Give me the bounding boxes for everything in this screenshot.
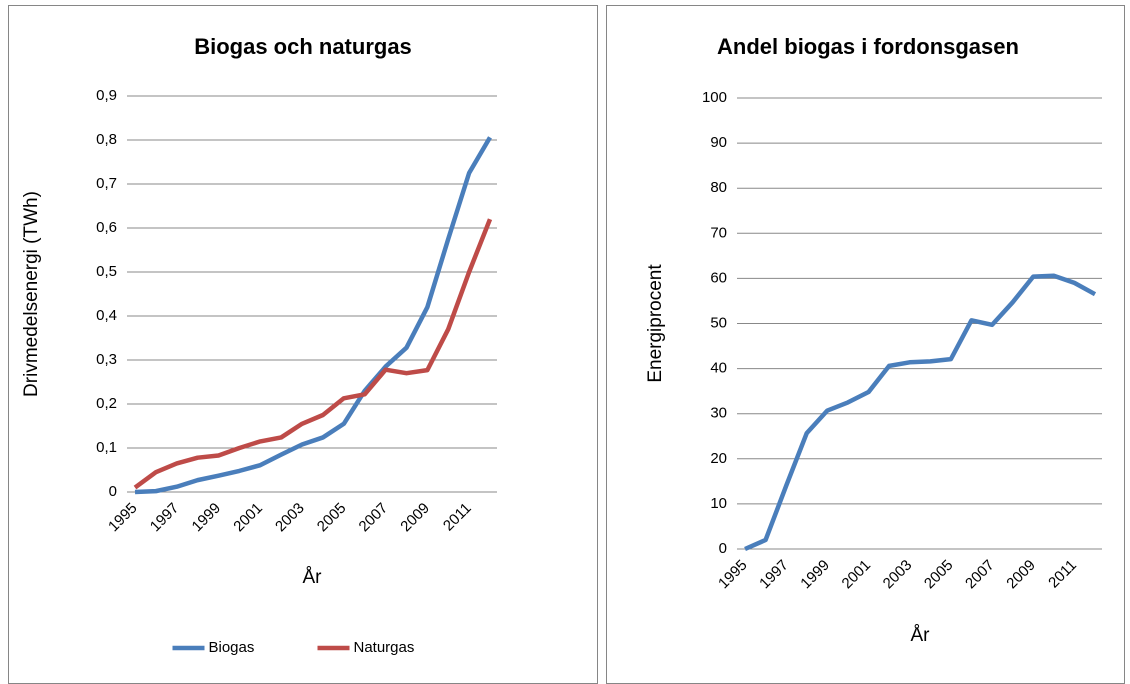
chart-title: Biogas och naturgas — [194, 34, 412, 59]
x-axis-title: År — [303, 567, 323, 588]
chart-title: Andel biogas i fordonsgasen — [717, 34, 1019, 59]
y-tick-label: 80 — [710, 179, 727, 196]
y-tick-label: 20 — [710, 450, 727, 467]
y-tick-label: 0,7 — [96, 175, 117, 192]
y-tick-label: 60 — [710, 269, 727, 286]
y-tick-label: 50 — [710, 314, 727, 331]
y-tick-label: 0,5 — [96, 263, 117, 280]
y-axis-title: Drivmedelsenergi (TWh) — [21, 191, 42, 397]
legend-label: Naturgas — [354, 639, 415, 656]
y-tick-label: 0,6 — [96, 219, 117, 236]
y-tick-label: 0,8 — [96, 131, 117, 148]
chart-border — [8, 5, 598, 684]
y-tick-label: 10 — [710, 495, 727, 512]
line-series — [134, 136, 492, 495]
y-tick-label: 0,3 — [96, 351, 117, 368]
y-tick-label: 30 — [710, 405, 727, 422]
x-axis-title: År — [911, 625, 931, 646]
y-axis-title: Energiprocent — [645, 264, 666, 383]
y-tick-label: 0 — [719, 540, 727, 557]
legend-label: Biogas — [209, 639, 255, 656]
y-tick-label: 0,4 — [96, 307, 117, 324]
y-tick-label: 0,2 — [96, 395, 117, 412]
y-tick-label: 90 — [710, 134, 727, 151]
y-tick-label: 100 — [702, 89, 727, 106]
y-tick-label: 70 — [710, 224, 727, 241]
y-tick-label: 0,9 — [96, 87, 117, 104]
line-series — [744, 273, 1097, 552]
y-tick-label: 0,1 — [96, 439, 117, 456]
line-series — [133, 218, 493, 490]
y-tick-label: 0 — [109, 483, 117, 500]
chart-border — [606, 5, 1125, 684]
y-tick-label: 40 — [710, 360, 727, 377]
